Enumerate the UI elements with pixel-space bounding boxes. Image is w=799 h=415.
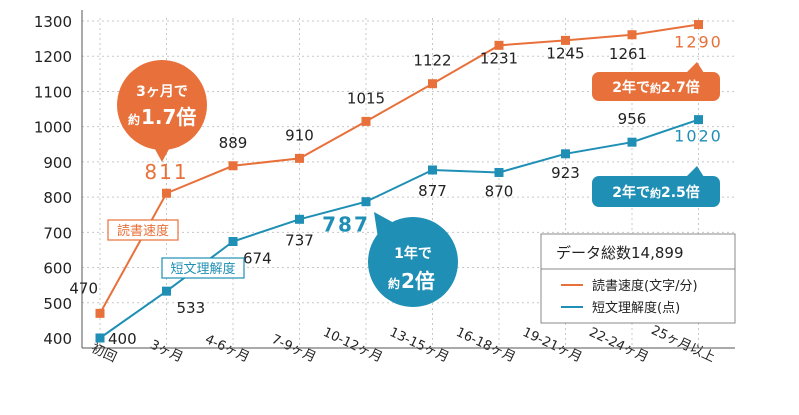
callout-2-years-comprehension: 2年で約2.5倍: [592, 166, 720, 207]
x-tick-label: 19-21ヶ月: [520, 325, 584, 366]
data-label: 923: [551, 164, 580, 182]
y-tick-label: 1100: [34, 83, 72, 101]
callout-4-prefix: 2年で: [612, 184, 650, 201]
data-point: [361, 116, 371, 126]
data-point: [228, 161, 238, 171]
data-point: [162, 286, 171, 296]
x-tick-label: 13-15ヶ月: [387, 325, 451, 366]
x-tick-label: 4-6ヶ月: [203, 332, 252, 366]
y-tick-label: 1300: [34, 13, 72, 31]
series-tag-reading: 読書速度: [107, 219, 179, 241]
data-point: [95, 333, 105, 343]
legend-label-reading: 読書速度(文字/分): [592, 278, 698, 294]
data-point: [494, 167, 504, 177]
y-tick-label: 500: [43, 295, 72, 313]
callout-3-value: 2.7倍: [661, 79, 700, 96]
data-label: 910: [285, 126, 314, 144]
callout-4-value: 2.5倍: [661, 184, 700, 201]
callout-4-mid: 約: [650, 186, 661, 200]
callout-3-months: 3ヶ月で 約 1.7倍: [117, 60, 207, 162]
data-point: [627, 137, 637, 147]
callout-2-years-reading: 2年で約2.7倍: [592, 62, 720, 101]
data-label: 737: [285, 231, 314, 249]
data-point: [428, 165, 437, 175]
y-tick-label: 400: [43, 330, 72, 348]
data-point: [162, 188, 171, 198]
data-point: [428, 79, 437, 89]
data-point: [694, 115, 703, 125]
y-tick-label: 1000: [34, 119, 72, 137]
data-label: 1020: [674, 127, 723, 146]
svg-text:2年で約2.5倍: 2年で約2.5倍: [612, 184, 700, 201]
data-label: 1122: [413, 52, 451, 70]
series-tag-comprehension: 短文理解度: [161, 257, 245, 279]
callout-3-mid: 約: [650, 81, 661, 95]
x-tick-label: 22-24ヶ月: [587, 325, 651, 366]
x-tick-label: 10-12ヶ月: [321, 325, 385, 366]
data-point: [295, 214, 304, 224]
y-tick-label: 900: [43, 154, 72, 172]
data-label: 1231: [480, 49, 518, 67]
y-tick-label: 1200: [34, 48, 72, 66]
data-point: [295, 153, 304, 163]
data-point: [228, 236, 238, 246]
data-label: 533: [177, 299, 206, 317]
y-tick-label: 600: [43, 260, 72, 278]
data-label: 400: [108, 330, 137, 348]
callout-2-line1: 1年で: [394, 245, 432, 262]
callout-2-prefix: 約: [388, 276, 400, 291]
data-label: 674: [243, 249, 272, 267]
data-label: 1261: [609, 45, 647, 63]
data-label: 470: [69, 279, 98, 297]
data-label: 811: [144, 160, 188, 184]
data-label: 956: [618, 110, 647, 128]
callout-3-prefix: 2年で: [612, 79, 650, 96]
data-point: [694, 20, 703, 30]
data-label: 877: [418, 182, 447, 200]
data-label: 1245: [546, 44, 584, 62]
data-point: [95, 308, 105, 318]
data-point: [561, 35, 570, 45]
data-label: 1290: [674, 33, 723, 52]
y-tick-label: 800: [43, 189, 72, 207]
x-tick-label: 3ヶ月: [148, 338, 185, 366]
legend: データ総数14,899 読書速度(文字/分) 短文理解度(点): [540, 233, 736, 324]
data-point: [361, 197, 371, 207]
data-point: [561, 149, 570, 159]
callout-1-line1: 3ヶ月で: [136, 84, 188, 100]
callout-1-value: 1.7倍: [141, 105, 196, 129]
data-label: 870: [485, 182, 514, 200]
x-tick-label: 25ヶ月以上: [649, 323, 717, 366]
series-line-reading: [99, 23, 699, 314]
y-tick-label: 700: [43, 224, 72, 242]
data-label: 1015: [347, 89, 385, 107]
svg-text:読書速度: 読書速度: [117, 223, 169, 239]
callout-2-value: 2倍: [401, 269, 435, 293]
data-label: 889: [219, 134, 248, 152]
data-point: [627, 30, 637, 40]
svg-text:短文理解度: 短文理解度: [170, 261, 235, 277]
x-tick-label: 16-18ヶ月: [454, 325, 518, 366]
legend-label-comprehension: 短文理解度(点): [592, 300, 680, 316]
svg-text:2年で約2.7倍: 2年で約2.7倍: [612, 79, 700, 96]
callout-1-prefix: 約: [128, 112, 140, 127]
legend-title: データ総数14,899: [556, 244, 684, 262]
x-tick-label: 7-9ヶ月: [269, 332, 318, 366]
data-label: 787: [322, 213, 370, 237]
data-point: [494, 40, 504, 50]
callout-1-year: 1年で 約 2倍: [368, 212, 458, 307]
